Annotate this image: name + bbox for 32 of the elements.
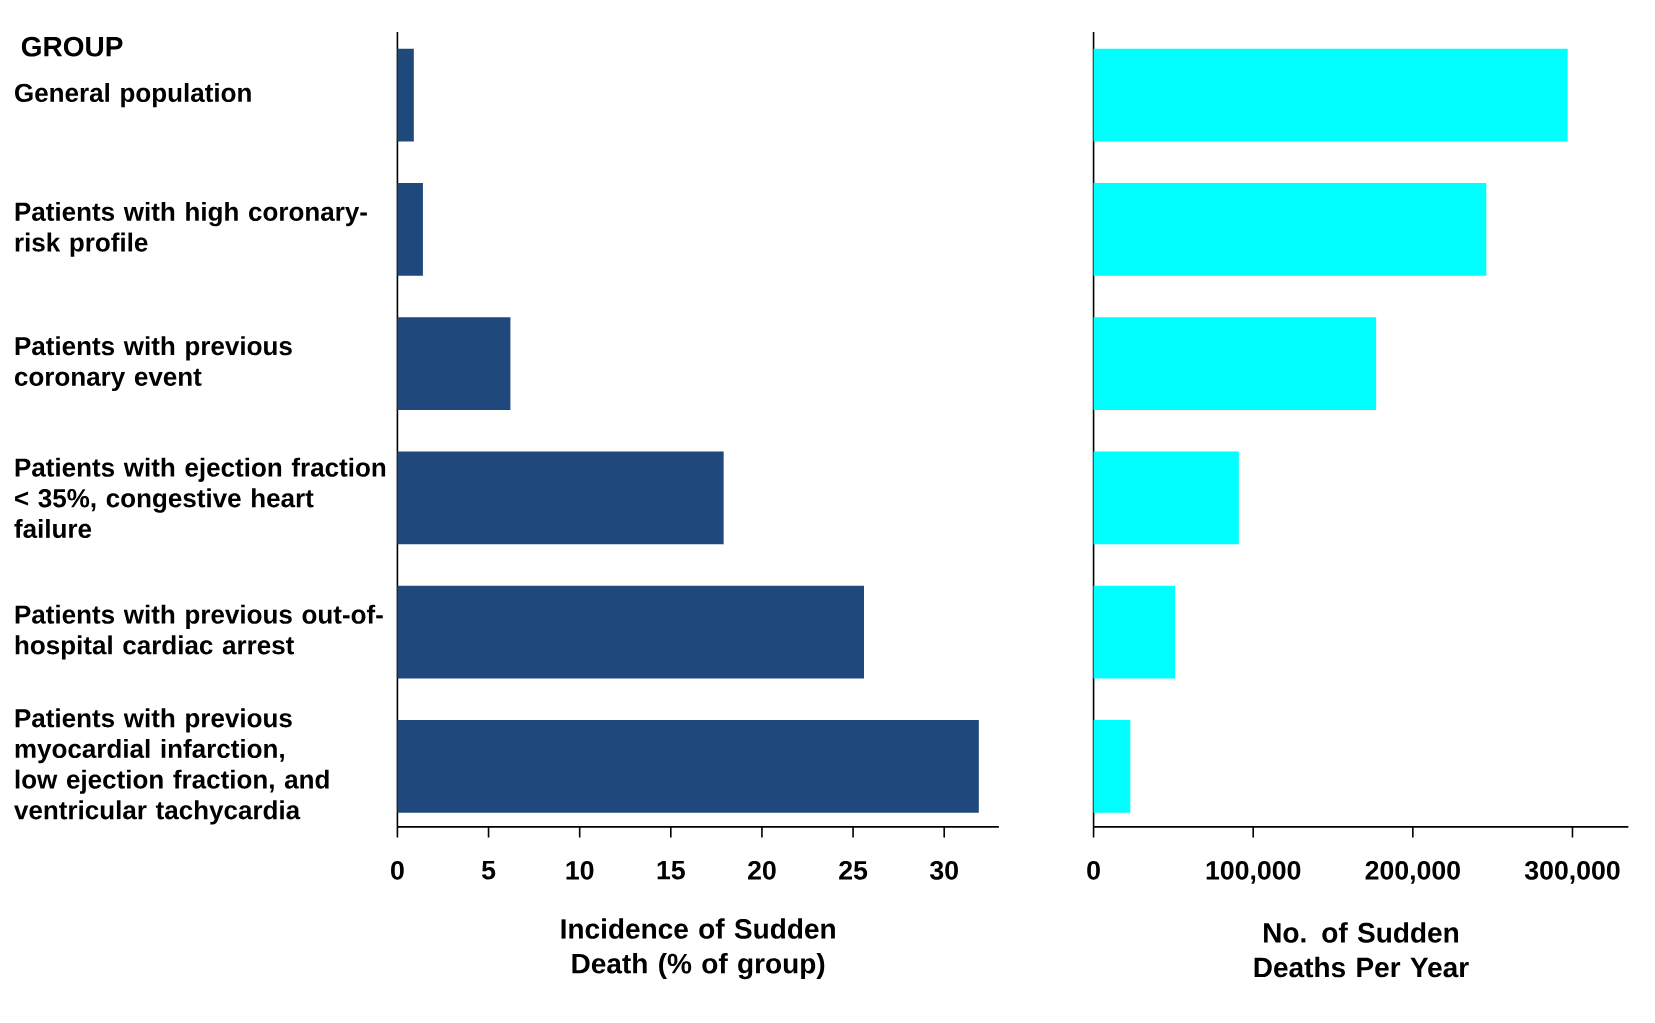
x-axis-title: Incidence of Sudden Death (% of group) [561,918,835,980]
x-tick-label: 300,000 [1524,860,1620,884]
bar [397,183,423,276]
y-tick-label: Patients with previous out-of-hospital cardiac arrest [15,604,383,660]
x-tick-label: 0 [391,860,404,880]
bar [397,317,511,411]
x-tick-label: 30 [929,860,958,880]
x-tick-label: 20 [748,860,776,880]
x-tick-label: 5 [481,860,496,880]
x-axis-title: No. of Sudden Deaths Per Year [1254,922,1469,978]
bar [397,48,414,142]
bar [397,451,724,545]
bar [1093,317,1377,411]
x-tick-label: 15 [657,860,685,880]
bar [397,720,979,813]
x-tick-label: 25 [839,860,868,880]
bar [1093,451,1239,545]
y-tick-label: Patients with previous myocardial infarction, low ejection fraction, and ventricular tachycardia [14,708,329,825]
y-axis-title: GROUP [21,36,123,57]
bar [1093,720,1131,813]
bar [397,585,864,679]
bar [1093,48,1568,142]
x-tick-label: 100,000 [1206,860,1301,884]
y-tick-label: Patients with high coronary-risk profile [15,201,367,257]
y-tick-label: Patients with ejection fraction < 35%, congestive heart failure [14,457,386,539]
y-tick-label: Patients with previous coronary event [14,336,292,392]
bar [1093,585,1175,679]
x-tick-label: 10 [566,860,594,880]
bar [1093,183,1487,276]
x-tick-label: 200,000 [1365,860,1460,884]
y-tick-label: General population [15,83,251,108]
x-tick-label: 0 [1087,860,1100,880]
